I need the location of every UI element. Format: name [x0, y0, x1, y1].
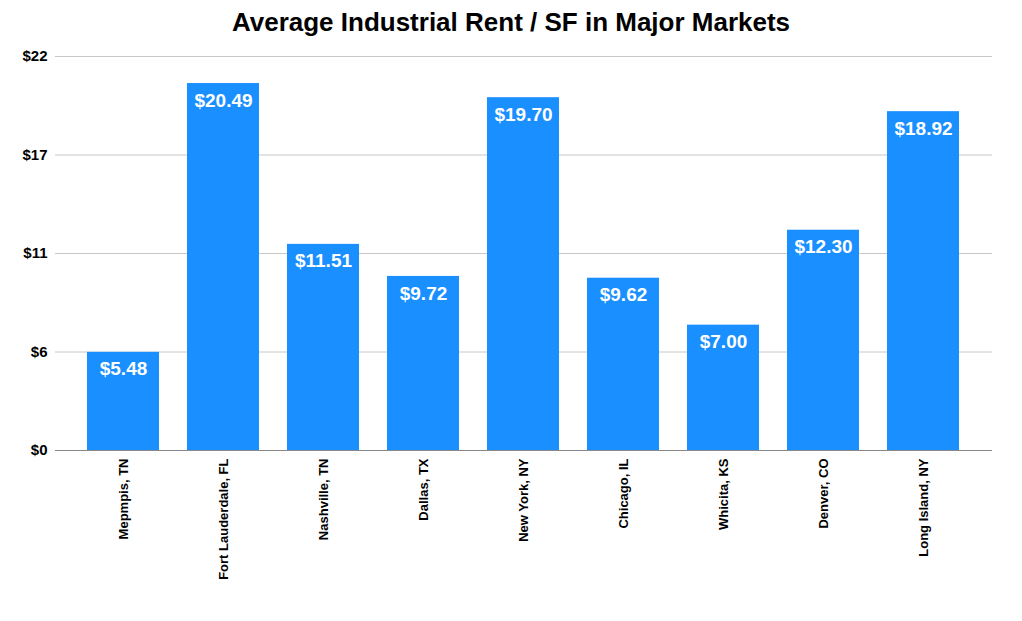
svg-text:$19.70: $19.70: [494, 104, 552, 125]
svg-text:Denver, CO: Denver, CO: [816, 459, 831, 529]
html-text:Average Industrial Rent / SF i: Average Industrial Rent / SF in Major Ma…: [231, 7, 791, 37]
svg-text:$0: $0: [31, 441, 48, 458]
svg-text:Chicago, IL: Chicago, IL: [616, 458, 631, 528]
svg-text:Mepmpis, TN: Mepmpis, TN: [116, 459, 131, 540]
svg-text:$12.30: $12.30: [794, 236, 852, 257]
svg-text:$17: $17: [22, 146, 47, 163]
svg-text:$9.72: $9.72: [400, 283, 448, 304]
svg-text:Fort Lauderdale, FL: Fort Lauderdale, FL: [216, 458, 231, 579]
svg-text:Whicita, KS: Whicita, KS: [716, 458, 731, 530]
svg-text:$11: $11: [23, 244, 47, 261]
svg-text:Long Island, NY: Long Island, NY: [916, 458, 931, 557]
svg-text:$20.49: $20.49: [194, 90, 252, 111]
svg-text:$22: $22: [22, 47, 47, 64]
svg-text:$5.48: $5.48: [100, 358, 148, 379]
svg-text:New York, NY: New York, NY: [516, 458, 531, 542]
svg-text:$9.62: $9.62: [600, 284, 648, 305]
svg-text:$18.92: $18.92: [894, 118, 952, 139]
svg-text:$6: $6: [31, 343, 48, 360]
svg-text:$11.51: $11.51: [295, 250, 352, 271]
svg-text:Nashville, TN: Nashville, TN: [316, 459, 331, 541]
svg-text:$7.00: $7.00: [700, 331, 748, 352]
svg-text:Dallas, TX: Dallas, TX: [416, 458, 431, 520]
